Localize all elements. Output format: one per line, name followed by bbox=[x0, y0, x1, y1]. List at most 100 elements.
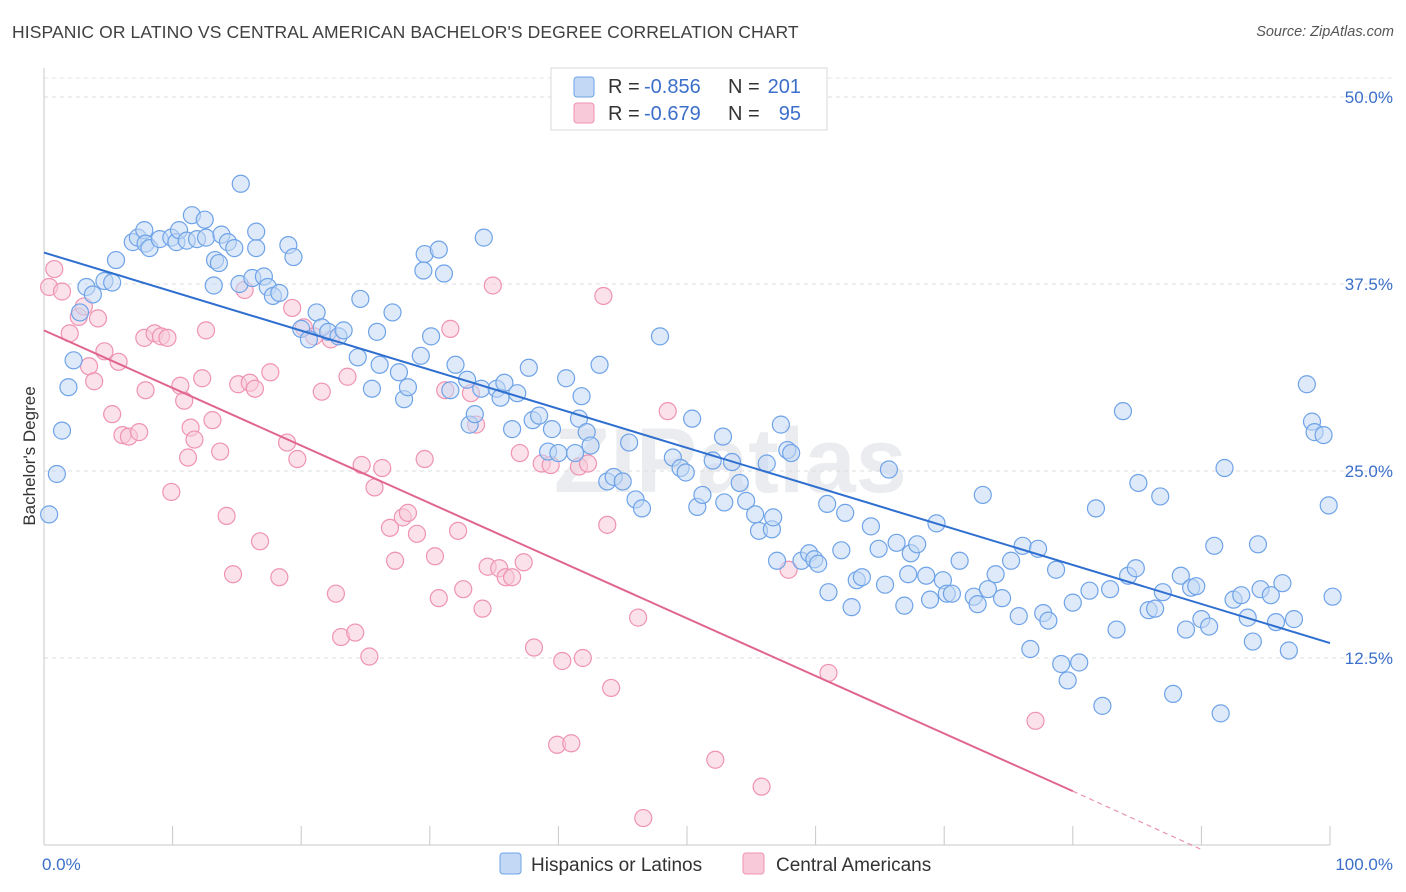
hispanics-point-125 bbox=[842, 598, 861, 617]
central-americans-point-68 bbox=[473, 599, 492, 618]
hispanics-point-177 bbox=[1176, 620, 1196, 639]
hispanics-point-167 bbox=[1113, 402, 1133, 421]
hispanics-point-164 bbox=[1093, 696, 1112, 715]
chart-title: HISPANIC OR LATINO VS CENTRAL AMERICAN B… bbox=[12, 22, 799, 42]
hispanics-point-3 bbox=[59, 378, 78, 397]
central-americans-point-23 bbox=[178, 448, 198, 467]
hispanics-point-131 bbox=[879, 460, 899, 479]
hispanics-point-53 bbox=[370, 355, 389, 374]
hispanics-point-5 bbox=[70, 303, 90, 322]
hispanics-point-121 bbox=[818, 494, 837, 514]
central-americans-point-55 bbox=[385, 551, 405, 570]
hispanics-point-146 bbox=[973, 485, 992, 505]
hispanics-point-179 bbox=[1187, 577, 1206, 596]
central-americans-point-40 bbox=[283, 298, 302, 318]
hispanics-point-145 bbox=[968, 595, 987, 614]
chart-source: Source: ZipAtlas.com bbox=[1256, 24, 1394, 40]
hispanics-point-87 bbox=[581, 436, 600, 455]
hispanics-point-85 bbox=[572, 387, 591, 406]
hispanics-point-176 bbox=[1171, 566, 1190, 585]
hispanics-point-122 bbox=[819, 583, 838, 602]
hispanics-point-181 bbox=[1200, 617, 1219, 636]
central-americans-point-25 bbox=[185, 430, 204, 449]
hispanics-point-1 bbox=[47, 464, 66, 484]
hispanics-point-54 bbox=[383, 303, 402, 322]
hispanics-point-194 bbox=[1279, 641, 1298, 660]
central-americans-point-88 bbox=[629, 608, 648, 627]
hispanics-point-81 bbox=[549, 443, 568, 463]
hispanics-point-133 bbox=[895, 596, 914, 615]
hispanics-point-162 bbox=[1080, 581, 1099, 600]
central-americans-point-80 bbox=[553, 651, 572, 671]
trend-lines bbox=[43, 251, 1331, 851]
hispanics-point-92 bbox=[620, 433, 639, 452]
hispanics-point-113 bbox=[767, 551, 787, 570]
hispanics-point-63 bbox=[434, 264, 454, 283]
y-tick-labels: 12.5% 25.0% 37.5% 50.0% bbox=[1345, 88, 1393, 668]
legend-top: R = -0.856 N = 201 R = -0.679 N = 95 bbox=[550, 67, 828, 131]
central-americans-point-73 bbox=[503, 568, 522, 587]
central-americans-point-35 bbox=[245, 379, 265, 398]
legend-n-label-2: N = bbox=[728, 103, 760, 125]
central-americans-point-49 bbox=[346, 623, 365, 642]
central-americans-point-84 bbox=[578, 454, 598, 473]
central-americans-point-60 bbox=[425, 547, 445, 566]
bottom-legend-central-americans: Central Americans bbox=[776, 855, 931, 876]
hispanics-point-52 bbox=[367, 322, 387, 341]
central-americans-point-85 bbox=[594, 286, 613, 306]
hispanics-point-65 bbox=[446, 355, 465, 374]
central-americans-point-19 bbox=[158, 328, 177, 347]
hispanics-point-158 bbox=[1052, 654, 1071, 674]
central-americans-point-28 bbox=[203, 411, 222, 430]
central-americans-point-54 bbox=[380, 518, 400, 537]
central-americans-point-26 bbox=[193, 369, 212, 388]
hispanics-point-186 bbox=[1232, 586, 1251, 605]
hispanics-point-137 bbox=[917, 566, 936, 585]
legend-n-value-2: 95 bbox=[779, 103, 801, 125]
central-americans-point-20 bbox=[162, 482, 181, 502]
hispanics-point-160 bbox=[1063, 593, 1082, 612]
y-axis-title: Bachelor's Degree bbox=[20, 386, 39, 525]
central-americans-point-48 bbox=[338, 367, 357, 386]
central-americans-point-27 bbox=[196, 321, 216, 340]
hispanics-point-193 bbox=[1273, 574, 1292, 593]
hispanics-point-98 bbox=[676, 463, 695, 482]
hispanics-point-7 bbox=[83, 285, 102, 304]
central-americans-point-89 bbox=[634, 808, 653, 828]
hispanics-point-123 bbox=[832, 541, 851, 560]
hispanics-point-184 bbox=[1215, 458, 1234, 478]
hispanics-points bbox=[40, 174, 1342, 723]
central-americans-point-16 bbox=[136, 381, 155, 400]
hispanics-point-68 bbox=[465, 405, 484, 424]
hispanics-point-34 bbox=[247, 238, 266, 258]
hispanics-point-120 bbox=[809, 554, 828, 573]
central-americans-point-65 bbox=[454, 580, 473, 599]
legend-bottom: Hispanics or Latinos Central Americans bbox=[499, 852, 931, 876]
hispanics-point-189 bbox=[1248, 535, 1268, 554]
hispanics-point-124 bbox=[836, 503, 855, 522]
hispanics-point-157 bbox=[1046, 560, 1066, 579]
hispanics-point-129 bbox=[869, 539, 888, 558]
hispanics-point-142 bbox=[942, 584, 962, 603]
hispanics-point-199 bbox=[1314, 425, 1333, 445]
hispanics-point-196 bbox=[1297, 375, 1316, 394]
hispanics-point-153 bbox=[1021, 639, 1040, 659]
central-americans-point-1 bbox=[45, 259, 64, 279]
y-tick-label-0: 12.5% bbox=[1345, 649, 1393, 668]
central-americans-point-61 bbox=[429, 589, 448, 608]
hispanics-point-173 bbox=[1151, 487, 1170, 506]
hispanics-trend-line bbox=[43, 251, 1331, 644]
central-americans-point-74 bbox=[510, 443, 529, 463]
hispanics-point-27 bbox=[204, 276, 223, 295]
hispanics-point-91 bbox=[613, 472, 632, 491]
hispanics-point-0 bbox=[40, 505, 59, 524]
hispanics-point-66 bbox=[457, 370, 477, 389]
hispanics-point-35 bbox=[247, 222, 266, 241]
central-americans-point-38 bbox=[270, 568, 289, 587]
hispanics-point-170 bbox=[1129, 473, 1148, 493]
central-americans-point-92 bbox=[752, 777, 771, 796]
hispanics-point-2 bbox=[52, 421, 72, 440]
hispanics-point-82 bbox=[566, 443, 585, 463]
hispanics-point-175 bbox=[1164, 684, 1183, 704]
